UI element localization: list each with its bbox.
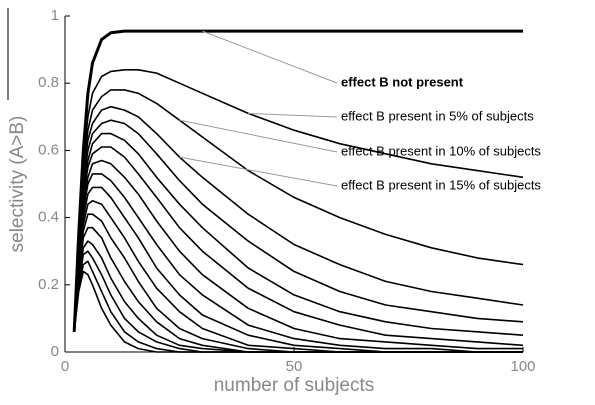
series-line: [73, 270, 523, 353]
x-tick-label: 0: [61, 358, 69, 375]
x-tick-label: 100: [510, 358, 535, 375]
series-line: [73, 105, 524, 332]
series-line: [72, 29, 523, 332]
series-label: effect B present in 10% of subjects: [341, 143, 541, 158]
series-label: effect B present in 5% of subjects: [341, 108, 534, 123]
leader-line: [202, 30, 338, 84]
leader-line: [248, 112, 338, 118]
series-line: [73, 173, 523, 353]
series-line: [73, 89, 524, 332]
series-label: effect B not present: [341, 74, 464, 89]
series-line: [73, 159, 523, 350]
x-tick-label: 50: [286, 358, 303, 375]
series-line: [73, 260, 523, 353]
y-tick-label: 0.4: [38, 209, 59, 226]
y-tick-label: 0: [51, 343, 59, 360]
series-line: [73, 69, 524, 332]
y-axis-label: selectivity (A>B): [7, 116, 28, 253]
leader-line: [179, 156, 338, 187]
series-line: [73, 146, 524, 347]
y-tick-label: 0.8: [38, 74, 59, 91]
y-tick-label: 0.2: [38, 276, 59, 293]
y-tick-label: 0.6: [38, 141, 59, 158]
leader-line: [179, 119, 338, 153]
series-line: [73, 119, 524, 332]
series-label: effect B present in 15% of subjects: [341, 177, 541, 192]
series-line: [73, 186, 523, 353]
y-tick-label: 1: [51, 7, 59, 24]
series-line: [73, 132, 524, 336]
x-axis-label: number of subjects: [214, 375, 375, 396]
series-line: [73, 213, 523, 353]
